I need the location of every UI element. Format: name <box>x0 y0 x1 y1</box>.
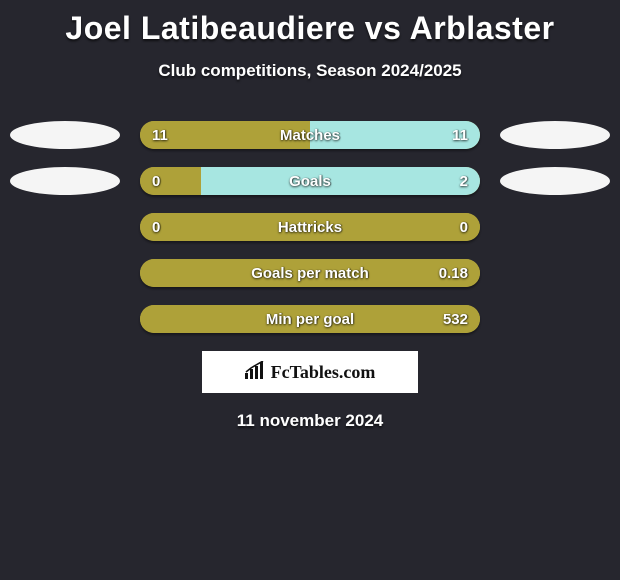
stat-row: Matches1111 <box>0 121 620 149</box>
stat-left-value: 11 <box>152 127 168 144</box>
player-left-avatar <box>10 167 120 195</box>
page-title: Joel Latibeaudiere vs Arblaster <box>0 0 620 47</box>
brand-box: FcTables.com <box>202 351 418 393</box>
stat-values: 00 <box>140 213 480 241</box>
stat-bar: Min per goal532 <box>140 305 480 333</box>
brand-label: FcTables.com <box>271 362 376 383</box>
date-label: 11 november 2024 <box>0 411 620 431</box>
stat-values: 02 <box>140 167 480 195</box>
stat-bar: Goals per match0.18 <box>140 259 480 287</box>
stat-right-value: 2 <box>460 173 468 190</box>
stat-right-value: 532 <box>443 311 468 328</box>
stat-right-value: 0 <box>460 219 468 236</box>
stat-right-value: 11 <box>452 127 468 144</box>
stats-rows: Matches1111Goals02Hattricks00Goals per m… <box>0 121 620 333</box>
player-right-avatar <box>500 259 610 287</box>
player-right-avatar <box>500 213 610 241</box>
player-right-avatar <box>500 305 610 333</box>
stat-left-value: 0 <box>152 173 160 190</box>
brand: FcTables.com <box>245 361 376 384</box>
page-subtitle: Club competitions, Season 2024/2025 <box>0 61 620 81</box>
stat-bar: Goals02 <box>140 167 480 195</box>
stat-values: 11 11 <box>140 121 480 149</box>
stat-values: 0.18 <box>140 259 480 287</box>
stat-left-value: 0 <box>152 219 160 236</box>
stat-row: Goals per match0.18 <box>0 259 620 287</box>
stat-values: 532 <box>140 305 480 333</box>
stat-row: Hattricks00 <box>0 213 620 241</box>
player-right-avatar <box>500 167 610 195</box>
stat-right-value: 0.18 <box>439 265 468 282</box>
player-left-avatar <box>10 121 120 149</box>
stat-row: Goals02 <box>0 167 620 195</box>
player-left-avatar <box>10 305 120 333</box>
stat-bar: Hattricks00 <box>140 213 480 241</box>
stat-row: Min per goal532 <box>0 305 620 333</box>
stat-bar: Matches1111 <box>140 121 480 149</box>
brand-chart-icon <box>245 361 267 384</box>
player-left-avatar <box>10 259 120 287</box>
player-right-avatar <box>500 121 610 149</box>
player-left-avatar <box>10 213 120 241</box>
